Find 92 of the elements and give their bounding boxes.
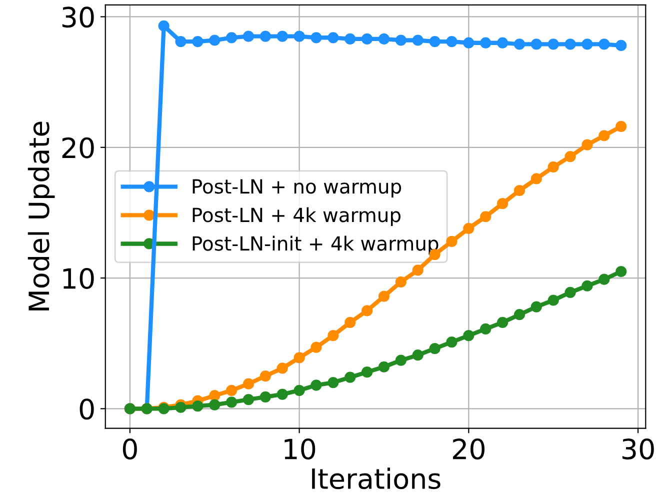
legend-label: Post-LN-init + 4k warmup <box>192 236 438 255</box>
point <box>480 323 492 335</box>
point <box>395 34 406 46</box>
point <box>548 294 559 306</box>
point <box>395 354 406 366</box>
point <box>463 222 474 234</box>
point <box>361 305 373 316</box>
point <box>158 20 170 32</box>
point <box>564 38 576 50</box>
point <box>514 184 526 196</box>
point <box>260 30 271 42</box>
point <box>209 399 220 410</box>
y-axis-title: Model Update <box>28 122 55 310</box>
point <box>378 33 390 45</box>
point <box>582 38 593 50</box>
point <box>496 316 508 328</box>
point <box>344 372 356 383</box>
point <box>530 38 542 50</box>
x-tick-label: 30 <box>622 438 654 460</box>
point <box>361 33 373 45</box>
point <box>328 376 339 388</box>
point <box>598 38 610 50</box>
point <box>598 130 610 142</box>
point <box>344 316 356 328</box>
x-tick-label: 10 <box>284 438 316 460</box>
point <box>378 290 390 302</box>
point <box>344 33 356 45</box>
point <box>209 390 220 402</box>
point <box>429 343 440 354</box>
point <box>260 391 271 402</box>
point <box>548 38 559 50</box>
point <box>310 342 322 353</box>
point <box>294 352 305 364</box>
y-tick-label: 30 <box>62 6 94 28</box>
point <box>530 173 542 184</box>
point <box>276 30 288 42</box>
point <box>242 378 254 390</box>
point <box>530 301 542 312</box>
point <box>226 396 238 408</box>
point <box>361 366 373 378</box>
point <box>496 198 508 210</box>
point <box>564 150 576 162</box>
point <box>412 350 424 361</box>
point <box>242 394 254 406</box>
point <box>276 362 288 374</box>
point <box>514 309 526 320</box>
point <box>463 330 474 342</box>
point <box>395 276 406 288</box>
point <box>209 34 220 46</box>
point <box>226 32 238 44</box>
point <box>582 280 593 292</box>
point <box>328 330 339 342</box>
point <box>480 211 492 222</box>
x-axis-title: Iterations <box>312 468 440 490</box>
point <box>242 30 254 42</box>
point <box>446 36 458 48</box>
point <box>226 384 238 396</box>
point <box>446 336 458 348</box>
point <box>276 388 288 400</box>
point <box>294 30 305 42</box>
point <box>429 36 440 48</box>
legend-label: Post-LN + 4k warmup <box>192 207 400 226</box>
y-tick-label: 20 <box>62 137 94 158</box>
point <box>294 384 305 396</box>
point <box>616 120 627 132</box>
y-tick-label: 10 <box>63 268 94 289</box>
x-tick-label: 20 <box>453 438 484 460</box>
point <box>175 402 186 413</box>
point <box>564 286 576 298</box>
point <box>260 370 271 382</box>
y-tick-label: 0 <box>80 398 94 420</box>
point <box>582 139 593 150</box>
point <box>175 36 186 48</box>
point <box>378 361 390 372</box>
point <box>616 40 627 52</box>
point <box>310 380 322 391</box>
x-tick-label: 0 <box>122 438 137 460</box>
point <box>328 32 339 44</box>
point <box>310 32 322 44</box>
legend-label: Post-LN + no warmup <box>192 179 402 198</box>
point <box>480 37 492 48</box>
point <box>598 274 610 285</box>
point <box>412 264 424 276</box>
point <box>463 37 474 48</box>
point <box>548 161 559 173</box>
point <box>192 400 204 412</box>
point <box>514 38 526 50</box>
point <box>192 36 204 48</box>
point <box>496 37 508 48</box>
point <box>412 34 424 46</box>
point <box>446 236 458 248</box>
point <box>616 266 627 278</box>
